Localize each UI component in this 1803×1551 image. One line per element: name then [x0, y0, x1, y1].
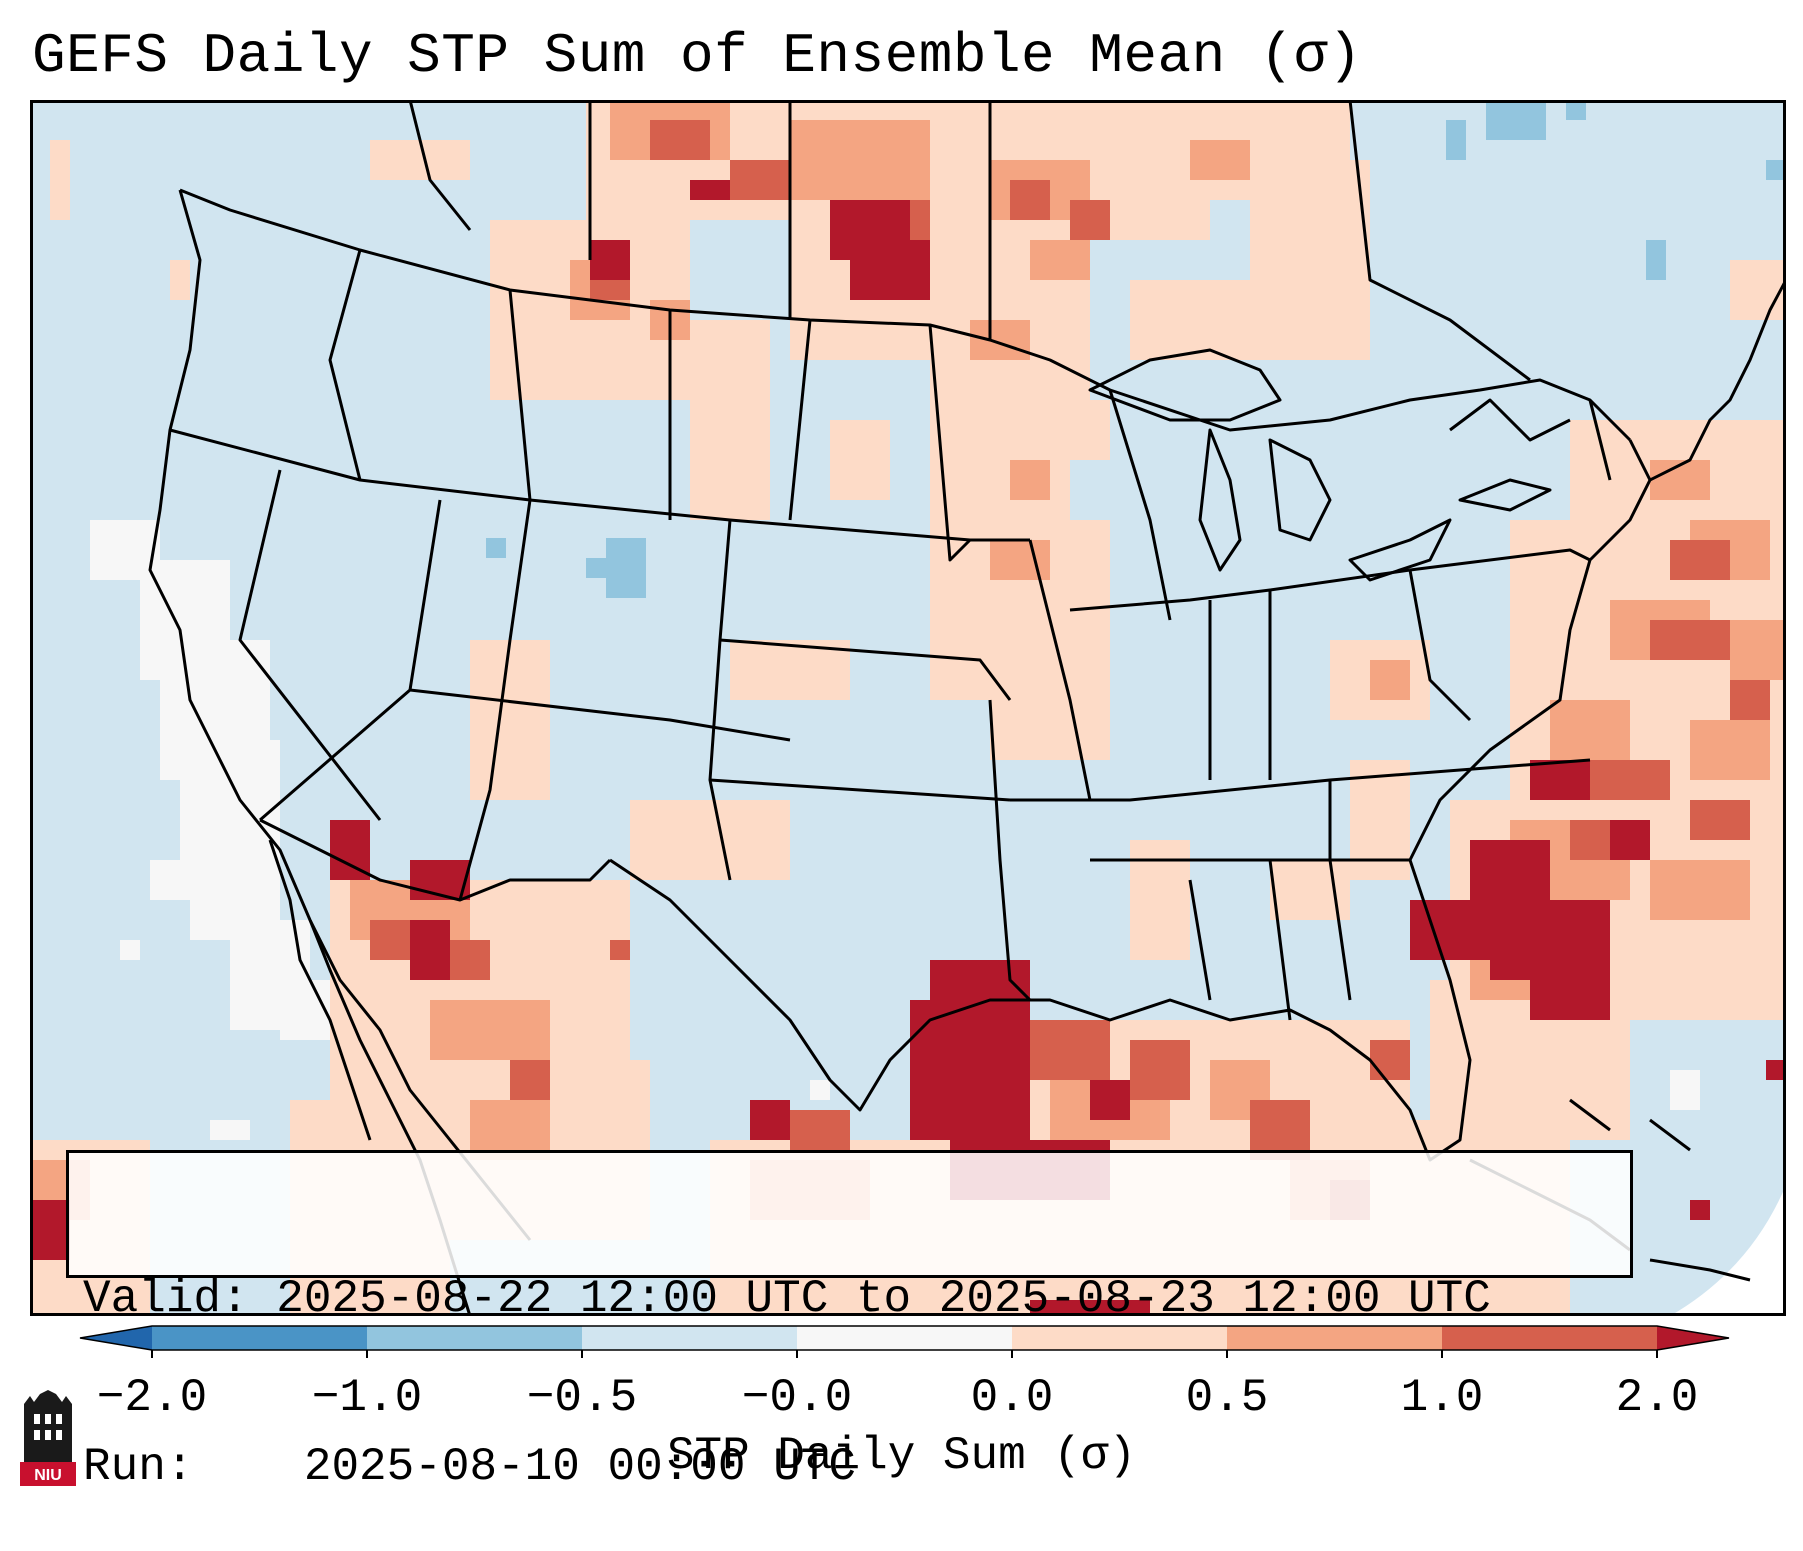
colorbar-over-arrow	[1657, 1326, 1729, 1350]
neutral-cells-pacific	[90, 520, 1700, 1140]
colorbar-bin	[797, 1326, 1012, 1350]
map-border	[30, 100, 1786, 1316]
colorbar-tick-label: 1.0	[1401, 1372, 1484, 1424]
colorbar-ticks: −2.0 −1.0 −0.5 −0.0 0.0 0.5 1.0 2.0	[97, 1350, 1699, 1424]
colorbar-label: STP Daily Sum (σ)	[666, 1430, 1137, 1482]
colorbar-tick-label: 0.5	[1186, 1372, 1269, 1424]
run-label: Run:	[83, 1441, 194, 1493]
valid-value: 2025-08-22 12:00 UTC to 2025-08-23 12:00…	[276, 1273, 1491, 1325]
map-panel	[30, 100, 1786, 1316]
valid-line: Valid: 2025-08-22 12:00 UTC to 2025-08-2…	[83, 1271, 1616, 1327]
colorbar-tick-label: −1.0	[312, 1372, 422, 1424]
domain-edge-right	[1670, 1185, 1786, 1316]
info-box: Valid: 2025-08-22 12:00 UTC to 2025-08-2…	[66, 1150, 1633, 1493]
weak-negative-cells	[486, 100, 1786, 598]
run-value: 2025-08-10 00:00 UTC	[303, 1441, 856, 1493]
colorbar-tick-label: −2.0	[97, 1372, 207, 1424]
boundaries	[148, 100, 1786, 1316]
colorbar-bins	[79, 1325, 1730, 1351]
colorbar-bin	[152, 1326, 367, 1350]
colorbar-bin	[367, 1326, 582, 1350]
colorbar-under-arrow	[80, 1326, 152, 1350]
colorbar-tick-label: 0.0	[971, 1372, 1054, 1424]
niu-castle-logo-icon: NIU	[20, 1390, 76, 1486]
run-line: Run: 2025-08-10 00:00 UTC	[83, 1439, 1616, 1495]
colorbar-bin	[582, 1326, 797, 1350]
logo-text: NIU	[34, 1467, 62, 1484]
valid-label: Valid:	[83, 1273, 249, 1325]
colorbar-bin	[1442, 1326, 1657, 1350]
colorbar-tick-label: −0.0	[742, 1372, 852, 1424]
colorbar-tick-label: −0.5	[527, 1372, 637, 1424]
map-title: GEFS Daily STP Sum of Ensemble Mean (σ)	[32, 24, 1363, 88]
colorbar-bin	[1227, 1326, 1442, 1350]
colorbar-bin	[1012, 1326, 1227, 1350]
colorbar: −2.0 −1.0 −0.5 −0.0 0.0 0.5 1.0 2.0	[79, 1325, 1730, 1424]
colorbar-tick-label: 2.0	[1616, 1372, 1699, 1424]
